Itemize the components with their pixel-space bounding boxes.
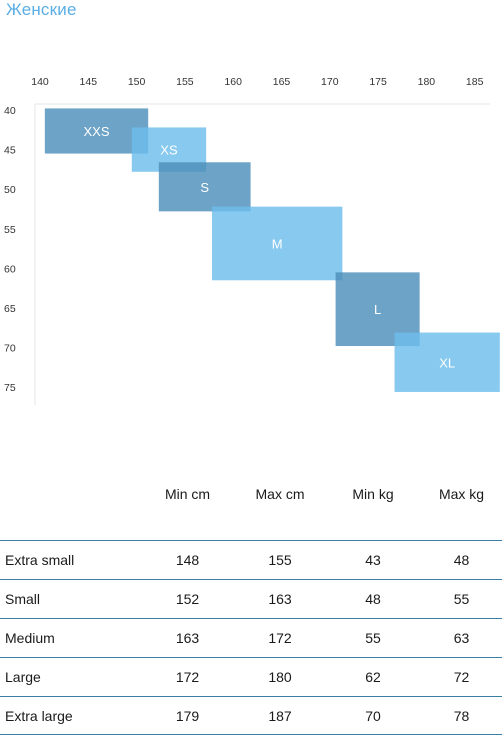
min-kg-cell: 55 (365, 630, 381, 646)
table-header: Min cm Max cm Min kg Max kg (0, 478, 502, 540)
min-cm-cell: 148 (175, 552, 200, 568)
y-tick-label: 55 (4, 224, 16, 236)
y-tick-label: 60 (4, 263, 16, 275)
min-cm-cell: 152 (175, 591, 200, 607)
header-max-cm: Max cm (255, 486, 305, 502)
max-cm-cell: 155 (268, 552, 292, 568)
max-cm-cell: 172 (268, 630, 292, 646)
table-row: Extra large 179 187 70 78 (0, 696, 502, 735)
header-min-kg: Min kg (352, 486, 394, 502)
x-tick-label: 155 (176, 76, 194, 88)
max-kg-cell: 78 (453, 707, 470, 724)
x-tick-label: 175 (369, 76, 387, 88)
min-cm-cell: 172 (175, 669, 200, 685)
min-kg-cell: 43 (365, 552, 381, 568)
y-tick-label: 70 (4, 343, 16, 355)
size-name-cell: Medium (5, 630, 55, 646)
table-row: Medium 163 172 55 63 (0, 618, 502, 657)
min-kg-cell: 62 (365, 669, 381, 685)
x-tick-label: 180 (418, 76, 436, 88)
x-tick-label: 160 (224, 76, 242, 88)
size-box-label: XXS (84, 124, 110, 139)
size-chart: 140 145 150 155 160 165 170 175 180 185 40 45 50 55 6… (4, 76, 500, 405)
x-tick-label: 165 (273, 76, 291, 88)
y-tick-label: 40 (4, 105, 16, 117)
size-box-label: XL (439, 355, 455, 370)
x-tick-label: 150 (128, 76, 146, 88)
table-row: Extra small 148 155 43 48 (0, 540, 502, 579)
size-box-s (158, 162, 251, 212)
max-kg-cell: 48 (453, 552, 470, 568)
x-tick-label: 170 (321, 76, 339, 88)
min-kg-cell: 48 (365, 591, 381, 607)
table-row: Large 172 180 62 72 (0, 657, 502, 696)
max-kg-cell: 55 (453, 591, 470, 607)
size-name-cell: Large (5, 669, 41, 685)
page-title: Женские (6, 0, 77, 19)
size-box-xl (394, 332, 500, 392)
size-name-cell: Extra large (5, 707, 73, 724)
y-tick-label: 50 (4, 184, 16, 196)
x-tick-label: 145 (80, 76, 98, 88)
table-row: Small 152 163 48 55 (0, 579, 502, 618)
min-cm-cell: 179 (175, 707, 200, 724)
max-cm-cell: 187 (268, 707, 292, 724)
min-kg-cell: 70 (365, 707, 381, 724)
min-cm-cell: 163 (175, 630, 200, 646)
y-tick-label: 45 (4, 145, 16, 157)
max-cm-cell: 163 (268, 591, 292, 607)
size-name-cell: Extra small (5, 552, 75, 568)
size-box-label: S (200, 180, 209, 195)
size-box-xxs (44, 108, 149, 154)
header-max-kg: Max kg (438, 486, 485, 502)
size-table: Min cm Max cm Min kg Max kg Extra small … (0, 478, 502, 735)
y-tick-label: 75 (4, 382, 16, 394)
max-kg-cell: 63 (453, 630, 470, 646)
size-box-label: XS (160, 143, 178, 158)
header-min-cm: Min cm (164, 486, 211, 502)
x-tick-label: 185 (466, 76, 484, 88)
size-name-cell: Small (5, 591, 41, 607)
x-tick-label: 140 (31, 76, 49, 88)
max-kg-cell: 72 (453, 669, 470, 685)
size-box-m (211, 206, 343, 281)
max-cm-cell: 180 (268, 669, 292, 685)
y-tick-label: 65 (4, 303, 16, 315)
size-box-label: M (272, 236, 283, 251)
size-box-label: L (374, 302, 381, 317)
